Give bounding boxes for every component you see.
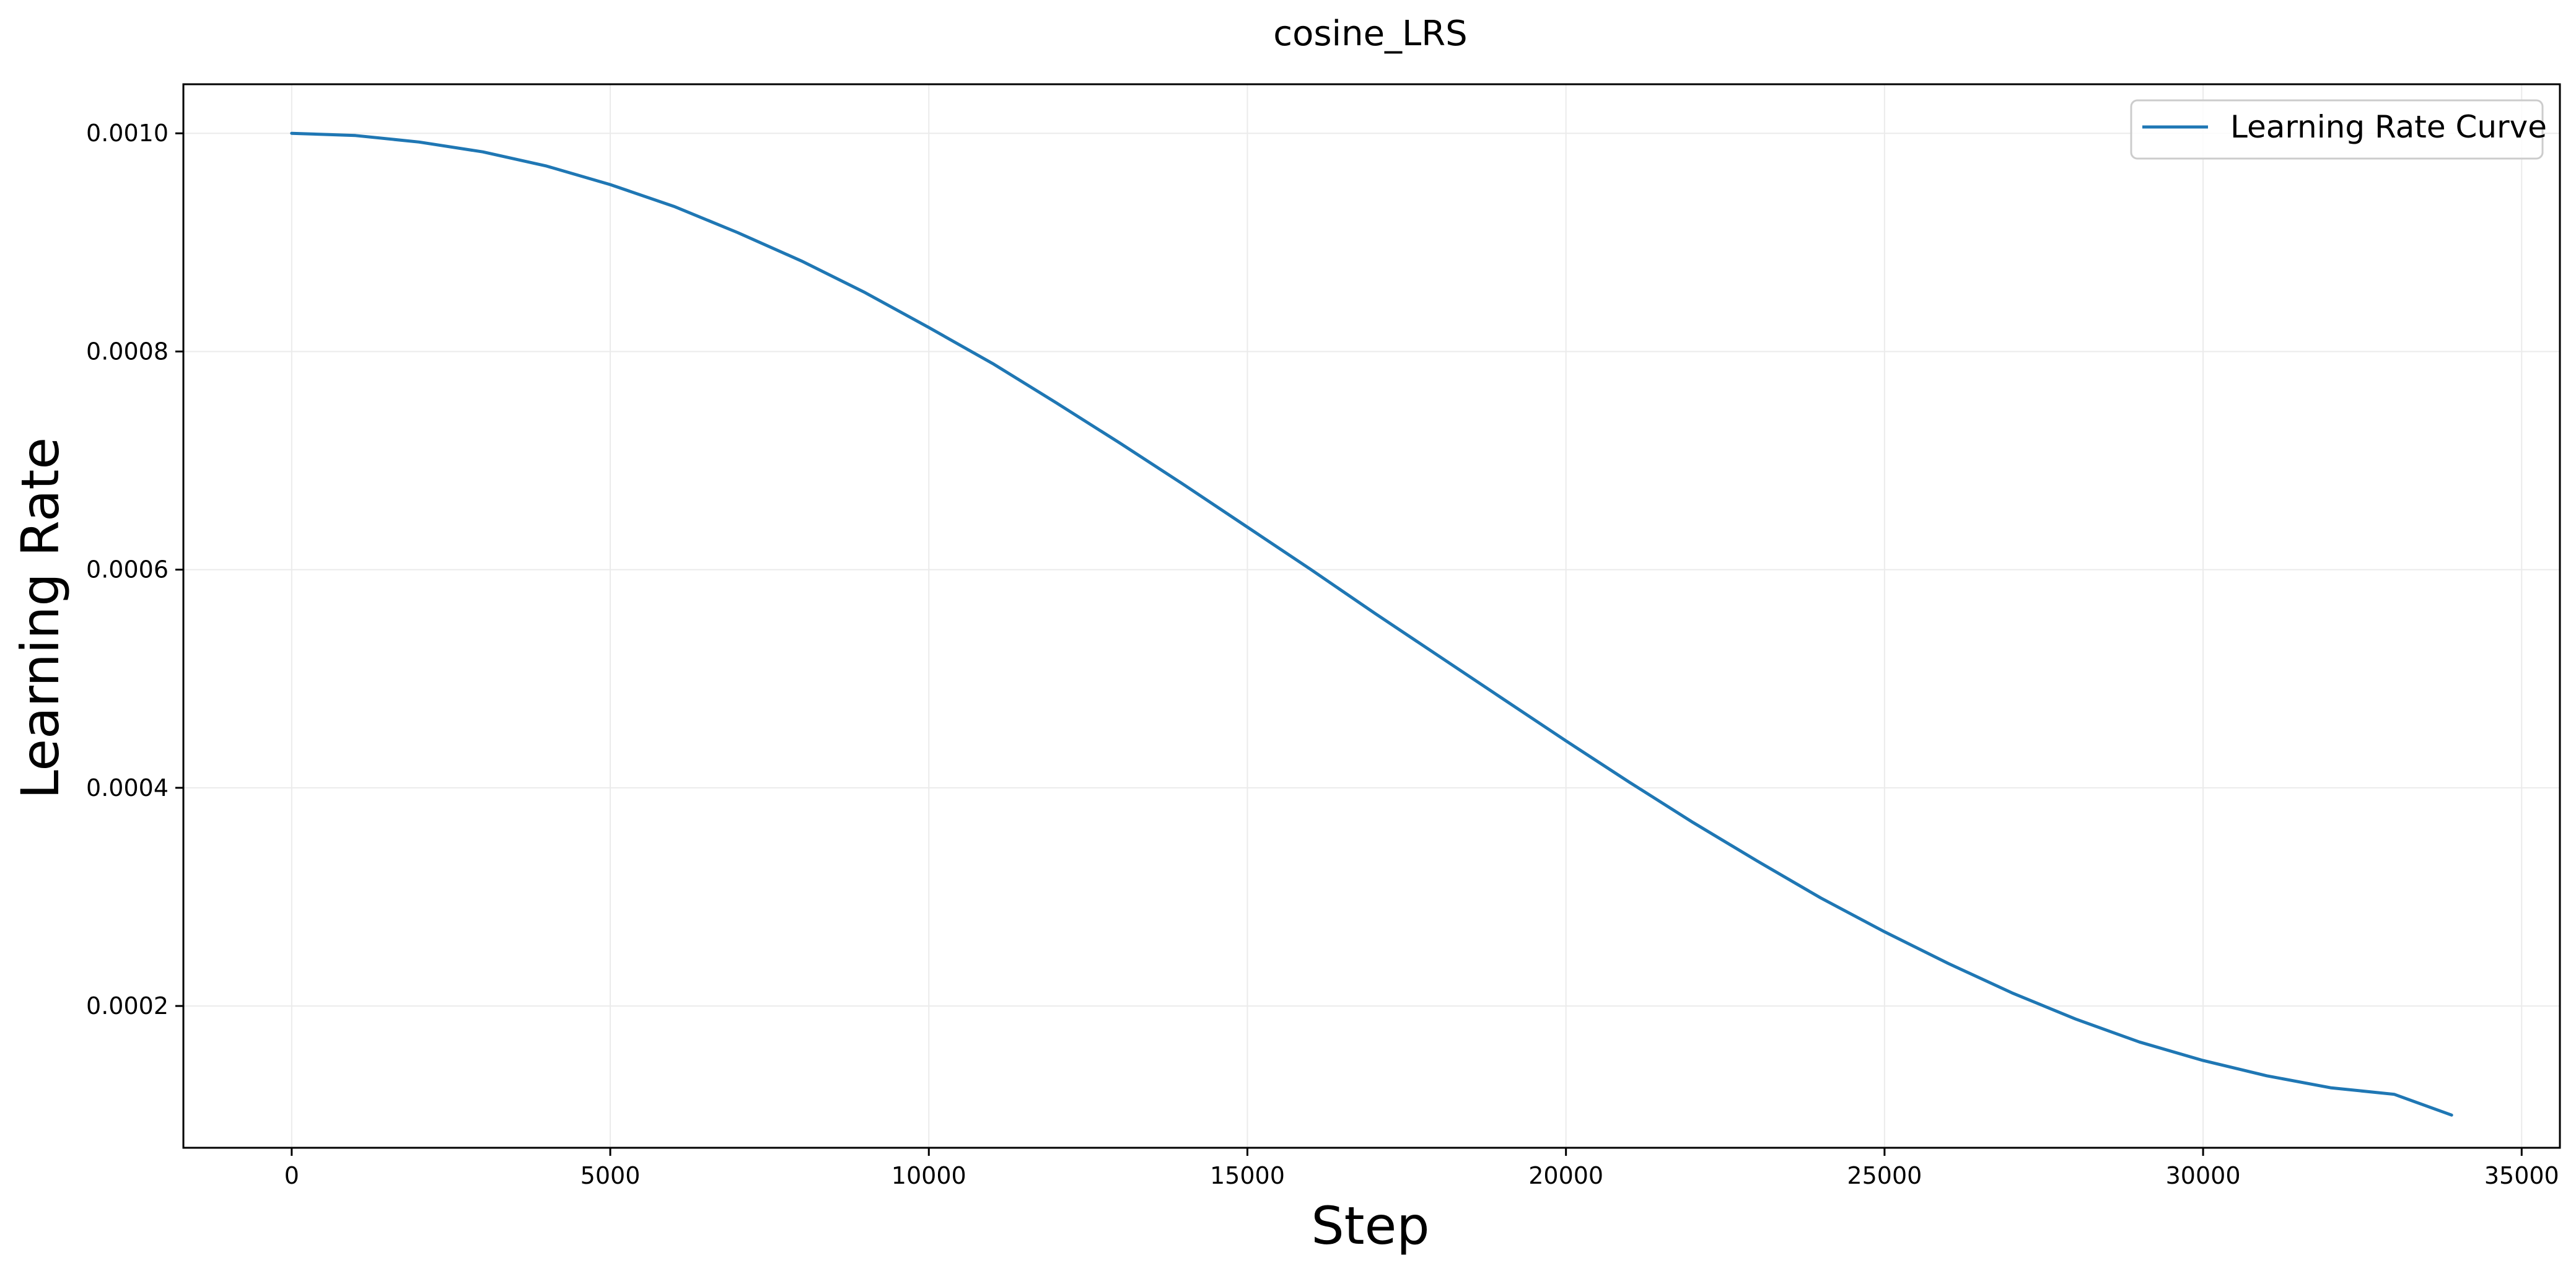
legend: Learning Rate Curve xyxy=(2130,99,2547,160)
grid-lines xyxy=(183,84,2560,1148)
y-tick-label: 0.0004 xyxy=(86,774,169,802)
x-tick-label: 30000 xyxy=(2166,1162,2241,1189)
x-tick-label: 0 xyxy=(284,1162,299,1189)
x-tick-label: 25000 xyxy=(1847,1162,1922,1189)
x-axis-title: Step xyxy=(1311,1195,1429,1256)
series-layer xyxy=(290,131,2453,1117)
chart-title: cosine_LRS xyxy=(1273,14,1467,54)
x-tick-label: 20000 xyxy=(1528,1162,1603,1189)
y-tick-label: 0.0008 xyxy=(86,338,169,365)
legend-label: Learning Rate Curve xyxy=(2230,109,2547,145)
y-tick-label: 0.0010 xyxy=(86,120,169,147)
y-tick-label: 0.0006 xyxy=(86,556,169,583)
x-axis-ticks: 0 5000 10000 15000 20000 25000 30000 35000 xyxy=(284,1148,2559,1189)
x-tick-label: 10000 xyxy=(892,1162,966,1189)
plot-area-frame xyxy=(182,83,2561,1149)
x-tick-label: 15000 xyxy=(1210,1162,1285,1189)
x-tick-label: 35000 xyxy=(2484,1162,2559,1189)
series-line-learning-rate xyxy=(290,131,2453,1117)
y-axis-ticks: 0.0002 0.0004 0.0006 0.0008 0.0010 xyxy=(86,120,183,1020)
y-tick-label: 0.0002 xyxy=(86,992,169,1020)
legend-box xyxy=(2130,99,2544,160)
x-tick-label: 5000 xyxy=(580,1162,641,1189)
y-axis-title: Learning Rate xyxy=(10,437,71,799)
